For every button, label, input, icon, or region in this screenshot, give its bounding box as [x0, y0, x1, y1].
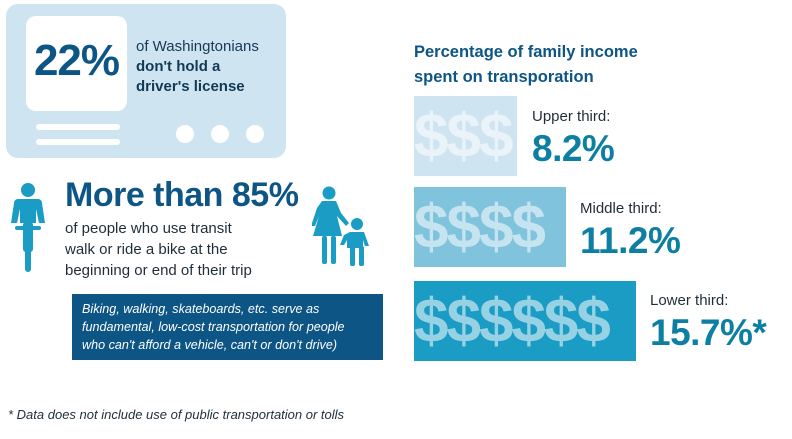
transit-line-3: beginning or end of their trip: [65, 262, 252, 279]
middle-third-value: 11.2%: [580, 220, 681, 261]
middle-third-dollar-signs: $$$$: [414, 193, 546, 262]
note-box: [72, 294, 383, 360]
transit-headline: More than 85%: [65, 176, 299, 214]
upper-third-dollar-signs: $$$: [414, 102, 513, 171]
license-description: of Washingtonians don't hold a driver's …: [136, 37, 259, 97]
card-line-1: [36, 124, 120, 130]
license-line-3: driver's license: [136, 78, 245, 95]
lower-third-dollar-signs: $$$$$$: [414, 287, 611, 356]
note-line-2: fundamental, low-cost transportation for…: [82, 320, 345, 334]
income-title: Percentage of family income spent on tra…: [414, 40, 714, 90]
income-title-line-2: spent on transporation: [414, 68, 594, 86]
license-percent: 22%: [33, 36, 120, 85]
note-text: Biking, walking, skateboards, etc. serve…: [82, 300, 380, 354]
license-line-1: of Washingtonians: [136, 38, 259, 55]
note-line-1: Biking, walking, skateboards, etc. serve…: [82, 302, 320, 316]
card-line-2: [36, 139, 120, 145]
transit-line-1: of people who use transit: [65, 220, 232, 237]
transit-description: of people who use transit walk or ride a…: [65, 218, 295, 281]
income-title-line-1: Percentage of family income: [414, 43, 638, 61]
footnote: * Data does not include use of public tr…: [8, 407, 345, 422]
upper-third-dollar-block: $$$: [414, 96, 517, 176]
middle-third-label: Middle third:: [580, 200, 662, 217]
person-with-bike-icon: [11, 183, 45, 272]
parent-and-child-icon: [312, 186, 369, 266]
card-dot-1: [176, 125, 194, 143]
upper-third-value: 8.2%: [532, 128, 615, 169]
card-dot-3: [246, 125, 264, 143]
transit-line-2: walk or ride a bike at the: [65, 241, 228, 258]
middle-third-dollar-block: $$$$: [414, 187, 566, 267]
lower-third-value: 15.7%*: [650, 312, 767, 353]
upper-third-label: Upper third:: [532, 108, 611, 125]
card-dot-2: [211, 125, 229, 143]
license-line-2: don't hold a: [136, 58, 221, 75]
lower-third-dollar-block: $$$$$$: [414, 281, 636, 361]
note-line-3: who can't afford a vehicle, can't or don…: [82, 338, 338, 352]
license-card-photo-area: [26, 16, 127, 111]
lower-third-label: Lower third:: [650, 292, 729, 309]
